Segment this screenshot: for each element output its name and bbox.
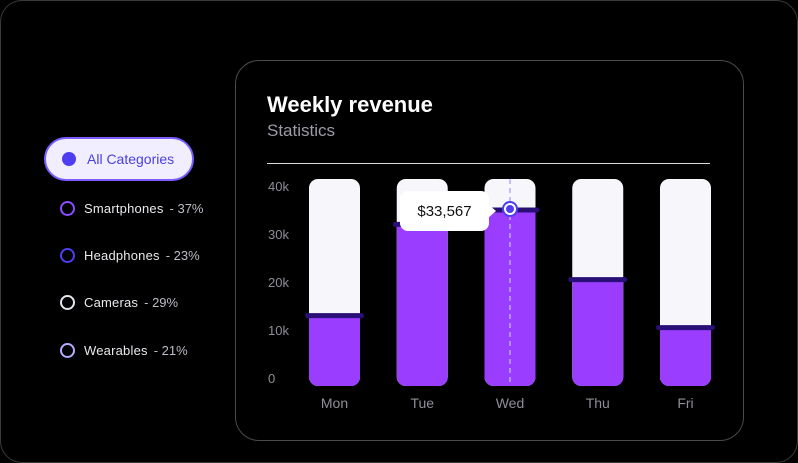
category-cameras[interactable]: Cameras - 29%	[60, 292, 178, 312]
value-tooltip: $33,567	[400, 191, 496, 231]
y-tick-label: 20k	[268, 275, 289, 290]
radio-ring-icon	[60, 294, 75, 310]
category-percent: - 29%	[144, 294, 179, 310]
y-tick-label: 40k	[268, 179, 289, 194]
category-name: Headphones	[84, 247, 160, 263]
x-tick-label: Mon	[321, 395, 348, 411]
category-percent: - 23%	[165, 247, 200, 263]
bar-marker	[656, 325, 715, 331]
bar-fri	[660, 327, 711, 386]
category-all-button[interactable]: All Categories	[44, 137, 194, 181]
bar-marker	[568, 277, 628, 283]
chart-title: Weekly revenue	[267, 92, 433, 117]
y-tick-label: 30k	[268, 227, 289, 242]
category-name: Smartphones	[84, 200, 164, 216]
x-tick-label: Wed	[496, 395, 525, 411]
category-percent: - 21%	[153, 342, 188, 358]
radio-ring-icon	[60, 200, 75, 216]
highlight-point	[506, 205, 514, 213]
category-percent: - 37%	[169, 200, 204, 216]
selected-dot-icon	[62, 152, 76, 166]
category-name: Cameras	[84, 294, 139, 310]
y-tick-label: 0	[268, 371, 275, 386]
bar-thu	[572, 279, 624, 386]
radio-ring-icon	[60, 342, 75, 358]
category-headphones[interactable]: Headphones - 23%	[60, 245, 200, 265]
tooltip-value: $33,567	[417, 202, 472, 220]
category-smartphones[interactable]: Smartphones - 37%	[60, 198, 204, 218]
y-tick-label: 10k	[268, 323, 289, 338]
bar-mon	[309, 315, 360, 386]
x-tick-label: Thu	[586, 395, 610, 411]
category-name: Wearables	[84, 342, 148, 358]
title-divider	[267, 163, 710, 164]
category-all-label: All Categories	[87, 151, 175, 167]
category-wearables[interactable]: Wearables - 21%	[60, 340, 188, 360]
chart-subtitle: Statistics	[267, 121, 336, 140]
bar-marker	[305, 313, 364, 319]
radio-ring-icon	[60, 247, 75, 263]
x-tick-label: Fri	[677, 395, 693, 411]
bar-tue	[396, 224, 448, 386]
x-tick-label: Tue	[410, 395, 434, 411]
